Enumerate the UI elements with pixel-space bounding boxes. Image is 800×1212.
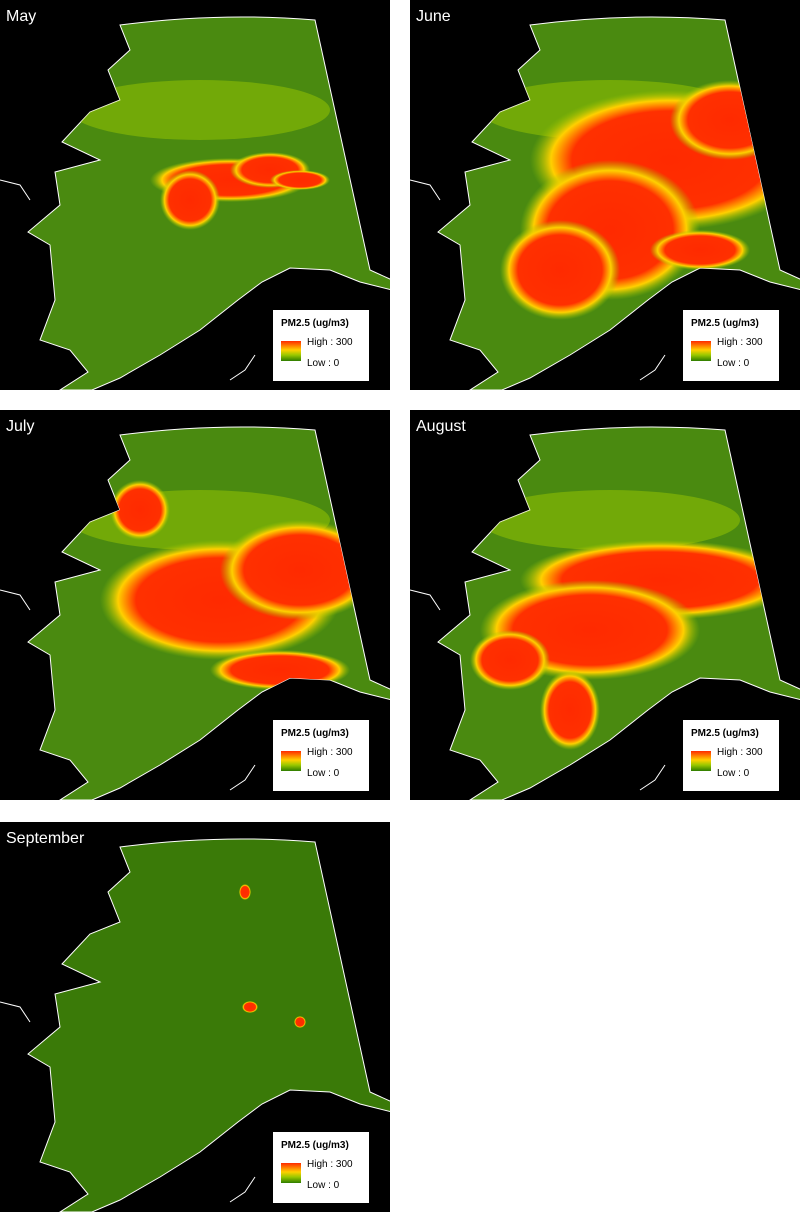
pm25-hotspot — [273, 1097, 297, 1107]
map-panel-may: May PM2.5 (ug/m3) High : 300 Low : 0 — [0, 0, 390, 390]
map-panel-september: September PM2.5 (ug/m3) High : 300 Low :… — [0, 822, 390, 1212]
alaska-map — [0, 426, 390, 800]
pm25-hotspot — [294, 1016, 306, 1028]
land-area — [27, 838, 390, 1212]
pm25-hotspot — [470, 630, 550, 690]
pm25-hotspot — [242, 1001, 258, 1013]
legend-title: PM2.5 (ug/m3) — [281, 728, 349, 739]
legend: PM2.5 (ug/m3) High : 300 Low : 0 — [273, 1132, 369, 1203]
pm25-hotspot — [670, 80, 790, 160]
alaska-map — [410, 426, 800, 800]
month-title: July — [6, 418, 35, 435]
legend-color-ramp — [691, 341, 711, 361]
legend-low-label: Low : 0 — [717, 358, 750, 369]
legend-high-label: High : 300 — [307, 747, 353, 758]
pm25-hotspot — [239, 884, 251, 900]
legend-title: PM2.5 (ug/m3) — [691, 728, 759, 739]
legend-title: PM2.5 (ug/m3) — [281, 1140, 349, 1151]
alaska-map — [0, 838, 390, 1212]
month-title: May — [6, 8, 37, 25]
pm25-hotspot — [210, 650, 350, 690]
map-panel-august: August PM2.5 (ug/m3) High : 300 Low : 0 — [410, 410, 800, 800]
legend: PM2.5 (ug/m3) High : 300 Low : 0 — [683, 310, 779, 381]
legend: PM2.5 (ug/m3) High : 300 Low : 0 — [273, 720, 369, 791]
legend-high-label: High : 300 — [717, 747, 763, 758]
legend-color-ramp — [281, 1163, 301, 1183]
pm25-hotspot — [270, 170, 330, 190]
legend-low-label: Low : 0 — [307, 768, 340, 779]
map-panel-june: June PM2.5 (ug/m3) High : 300 Low : 0 — [410, 0, 800, 390]
alaska-map — [0, 16, 390, 390]
pm25-hotspot — [110, 480, 170, 540]
legend-low-label: Low : 0 — [307, 358, 340, 369]
alaska-map — [410, 16, 800, 390]
legend-high-label: High : 300 — [307, 1159, 353, 1170]
legend-high-label: High : 300 — [717, 337, 763, 348]
pm25-hotspot — [500, 220, 620, 320]
legend-color-ramp — [281, 751, 301, 771]
month-title: August — [416, 418, 466, 435]
legend-high-label: High : 300 — [307, 337, 353, 348]
month-title: June — [416, 8, 451, 25]
legend: PM2.5 (ug/m3) High : 300 Low : 0 — [683, 720, 779, 791]
legend-title: PM2.5 (ug/m3) — [281, 318, 349, 329]
map-panel-july: July PM2.5 (ug/m3) High : 300 Low : 0 — [0, 410, 390, 800]
pm25-hotspot — [650, 230, 750, 270]
pm25-hotspot — [540, 670, 600, 750]
pm25-hotspot — [220, 520, 380, 620]
legend-color-ramp — [281, 341, 301, 361]
month-title: September — [6, 830, 85, 847]
legend-color-ramp — [691, 751, 711, 771]
legend-low-label: Low : 0 — [717, 768, 750, 779]
legend-title: PM2.5 (ug/m3) — [691, 318, 759, 329]
legend-low-label: Low : 0 — [307, 1180, 340, 1191]
pm25-hotspot — [160, 170, 220, 230]
legend: PM2.5 (ug/m3) High : 300 Low : 0 — [273, 310, 369, 381]
